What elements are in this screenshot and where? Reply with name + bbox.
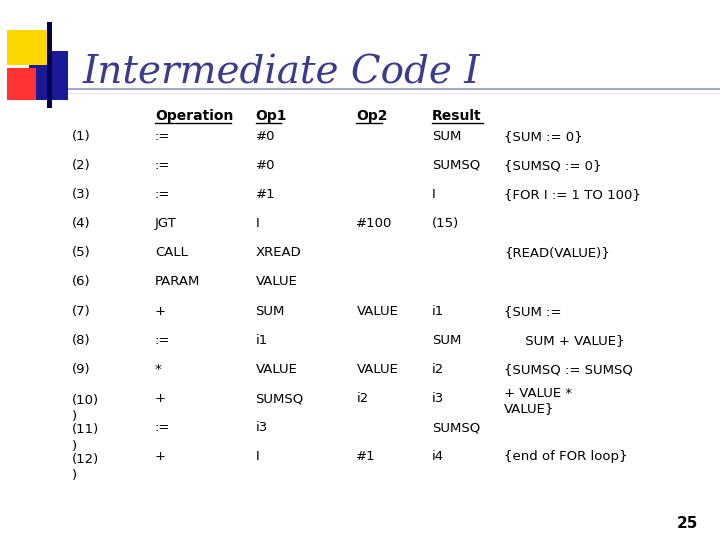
Text: ): )	[72, 440, 77, 453]
Text: I: I	[256, 450, 259, 463]
Text: Op1: Op1	[256, 109, 287, 123]
Text: (4): (4)	[72, 217, 91, 230]
Text: (9): (9)	[72, 363, 91, 376]
Text: (11): (11)	[72, 423, 99, 436]
Text: SUM: SUM	[432, 130, 462, 143]
Text: (7): (7)	[72, 305, 91, 318]
Text: {end of FOR loop}: {end of FOR loop}	[504, 450, 628, 463]
Text: (12): (12)	[72, 453, 99, 465]
Text: Op2: Op2	[356, 109, 388, 123]
Text: i3: i3	[432, 392, 444, 405]
Text: {SUM := 0}: {SUM := 0}	[504, 130, 582, 143]
Text: (6): (6)	[72, 275, 91, 288]
Text: i2: i2	[432, 363, 444, 376]
Text: (5): (5)	[72, 246, 91, 259]
Text: #0: #0	[256, 130, 275, 143]
Text: *: *	[155, 363, 161, 376]
Text: VALUE: VALUE	[356, 305, 398, 318]
Text: Operation: Operation	[155, 109, 233, 123]
Text: XREAD: XREAD	[256, 246, 302, 259]
Text: ): )	[72, 410, 77, 423]
Text: i1: i1	[432, 305, 444, 318]
Text: Result: Result	[432, 109, 482, 123]
Text: SUMSQ: SUMSQ	[432, 159, 480, 172]
Text: CALL: CALL	[155, 246, 188, 259]
Text: SUM + VALUE}: SUM + VALUE}	[504, 334, 624, 347]
Text: 25: 25	[677, 516, 698, 531]
Text: {SUMSQ := SUMSQ: {SUMSQ := SUMSQ	[504, 363, 633, 376]
Text: I: I	[256, 217, 259, 230]
Text: i2: i2	[356, 392, 369, 405]
Text: #0: #0	[256, 159, 275, 172]
Text: {READ(VALUE)}: {READ(VALUE)}	[504, 246, 610, 259]
Text: VALUE: VALUE	[356, 363, 398, 376]
Text: #1: #1	[356, 450, 376, 463]
Text: I: I	[432, 188, 436, 201]
Text: SUMSQ: SUMSQ	[256, 392, 304, 405]
Text: :=: :=	[155, 130, 170, 143]
Text: i4: i4	[432, 450, 444, 463]
Text: SUM: SUM	[256, 305, 285, 318]
Text: #100: #100	[356, 217, 393, 230]
Text: ): )	[72, 469, 77, 482]
Text: +: +	[155, 305, 166, 318]
Text: Intermediate Code I: Intermediate Code I	[83, 55, 480, 91]
Text: (15): (15)	[432, 217, 459, 230]
Text: JGT: JGT	[155, 217, 176, 230]
Text: +: +	[155, 450, 166, 463]
Text: :=: :=	[155, 159, 170, 172]
Text: {SUM :=: {SUM :=	[504, 305, 562, 318]
Text: :=: :=	[155, 188, 170, 201]
Text: {FOR I := 1 TO 100}: {FOR I := 1 TO 100}	[504, 188, 641, 201]
Text: (10): (10)	[72, 394, 99, 407]
Text: VALUE}: VALUE}	[504, 402, 554, 415]
Text: (2): (2)	[72, 159, 91, 172]
Text: i1: i1	[256, 334, 268, 347]
Text: (3): (3)	[72, 188, 91, 201]
Text: VALUE: VALUE	[256, 363, 297, 376]
Text: #1: #1	[256, 188, 275, 201]
Text: PARAM: PARAM	[155, 275, 200, 288]
Text: :=: :=	[155, 334, 170, 347]
Text: i3: i3	[256, 421, 268, 434]
Text: SUM: SUM	[432, 334, 462, 347]
Text: :=: :=	[155, 421, 170, 434]
Text: + VALUE *: + VALUE *	[504, 387, 572, 400]
Text: (1): (1)	[72, 130, 91, 143]
Text: (8): (8)	[72, 334, 91, 347]
Text: {SUMSQ := 0}: {SUMSQ := 0}	[504, 159, 601, 172]
Text: VALUE: VALUE	[256, 275, 297, 288]
Text: SUMSQ: SUMSQ	[432, 421, 480, 434]
Text: +: +	[155, 392, 166, 405]
